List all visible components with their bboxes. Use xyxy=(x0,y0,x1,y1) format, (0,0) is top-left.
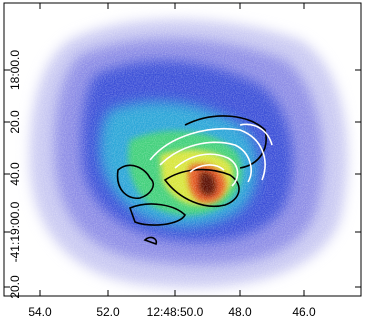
emission-map xyxy=(4,3,361,296)
y-tick-label: 20.0 xyxy=(8,275,22,299)
x-tick-label: 54.0 xyxy=(28,305,52,319)
light-contours xyxy=(149,123,273,187)
axis-ticks: 54.0 52.0 12:48:50.0 48.0 46.0 18:00.0 20.0 40.… xyxy=(4,3,361,319)
y-tick-label: 20.0 xyxy=(8,110,22,134)
dark-contours xyxy=(116,115,267,246)
x-tick-label: 12:48:50.0 xyxy=(147,305,204,319)
y-tick-label: 40.0 xyxy=(8,162,22,186)
x-tick-label: 48.0 xyxy=(228,305,252,319)
plot-frame xyxy=(3,2,362,297)
y-tick-label: -41:19:00.0 xyxy=(8,201,22,262)
x-tick-label: 52.0 xyxy=(96,305,120,319)
y-tick-label: 18:00.0 xyxy=(8,50,22,90)
x-tick-label: 46.0 xyxy=(292,305,316,319)
